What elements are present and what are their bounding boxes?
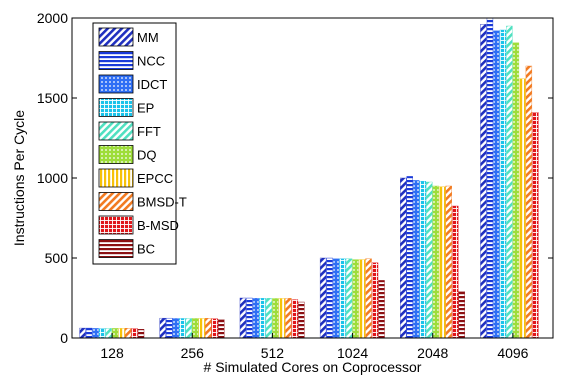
y-tick-label: 500 [45,250,69,266]
y-tick-label: 2000 [37,10,68,26]
legend-label-mm: MM [137,30,159,45]
bars-group [79,17,539,339]
bar-idct-4096 [493,30,500,339]
bar-ncc-128 [85,327,93,339]
bar-idct-1024 [332,258,340,339]
bar-ep-2048 [419,180,426,339]
legend-swatch-b-msd [98,215,134,235]
legend-label-b-msd: B-MSD [137,218,179,233]
bar-bc-512 [298,301,305,339]
y-axis: 0 500 1000 1500 2000 [37,10,553,346]
bar-bmsd-t-1024 [365,258,372,339]
bar-dq-2048 [432,185,439,339]
bar-idct-256 [172,318,179,339]
bar-b-msd-128 [131,328,138,339]
bar-mm-128 [79,327,86,339]
bar-bc-1024 [378,280,385,339]
legend-swatch-ep [98,98,134,117]
legend-label-dq: DQ [137,148,157,163]
bar-mm-2048 [400,177,407,339]
bar-bmsd-t-2048 [445,185,452,339]
bar-dq-512 [272,298,279,339]
bar-b-msd-512 [291,299,299,339]
x-tick-label: 1024 [337,345,368,361]
y-tick-label: 0 [60,330,68,346]
legend-label-bmsd-t: BMSD-T [137,195,187,210]
bar-fft-4096 [506,25,513,339]
bar-fft-1024 [345,258,353,339]
bar-mm-1024 [319,257,327,339]
legend-swatch-idct [98,74,134,94]
x-axis-label: # Simulated Cores on Coprocessor [204,359,422,375]
bar-ep-4096 [499,29,507,339]
bar-dq-4096 [512,42,520,339]
bar-b-msd-4096 [532,112,539,339]
bar-epcc-2048 [439,186,446,339]
legend-label-ep: EP [137,101,154,116]
bar-mm-256 [159,317,166,339]
y-tick-label: 1500 [37,90,68,106]
x-axis: 128 256 512 1024 2048 4096 [100,333,529,361]
bar-epcc-1024 [358,259,366,339]
bar-epcc-256 [198,318,205,339]
bar-idct-128 [92,328,99,339]
bar-bc-256 [218,319,225,339]
bar-idct-2048 [413,180,420,339]
bar-epcc-128 [118,328,125,339]
legend-label-ncc: NCC [137,54,165,69]
legend-swatch-fft [98,121,134,141]
legend-swatch-mm [98,27,134,47]
bar-ep-1024 [339,258,346,339]
legend-swatch-epcc [98,168,134,188]
y-tick-label: 1000 [37,170,68,186]
bar-dq-256 [192,318,199,339]
x-tick-label: 512 [261,345,285,361]
bar-idct-512 [252,298,260,339]
legend-swatch-ncc [98,51,134,70]
bar-bmsd-t-256 [205,318,212,339]
legend: MM NCC IDCT EP FFT DQ EPCC BMSD-T B-MSD BC [92,22,187,265]
bar-bmsd-t-512 [285,298,292,339]
legend-swatch-dq [98,145,134,164]
bar-dq-1024 [352,259,359,339]
bar-fft-512 [265,298,273,339]
legend-label-idct: IDCT [137,77,167,92]
bar-ep-128 [98,328,106,339]
legend-swatch-bmsd-t [98,192,134,211]
bar-mm-4096 [480,24,487,339]
bar-ncc-1024 [326,257,333,339]
bar-epcc-512 [278,298,286,339]
x-tick-label: 256 [181,345,205,361]
bar-dq-128 [111,328,119,339]
bar-b-msd-1024 [371,262,379,339]
bar-ncc-512 [246,297,253,339]
bar-b-msd-256 [211,318,218,339]
bar-ep-512 [259,298,266,339]
bar-fft-2048 [426,181,433,339]
x-tick-label: 128 [100,345,124,361]
x-tick-label: 4096 [497,345,528,361]
x-tick-label: 2048 [417,345,448,361]
bar-fft-128 [105,328,112,339]
legend-label-bc: BC [137,242,155,257]
bar-bmsd-t-4096 [525,65,533,339]
legend-label-epcc: EPCC [137,171,173,186]
bar-fft-256 [185,318,192,339]
bar-mm-512 [239,297,247,339]
bar-bc-128 [137,329,145,339]
legend-swatch-bc [98,239,134,258]
bar-b-msd-2048 [452,205,459,339]
bar-ep-256 [179,318,186,339]
bar-ncc-256 [166,317,173,339]
bar-ncc-2048 [406,176,413,339]
legend-label-fft: FFT [137,124,161,139]
bar-ncc-4096 [486,17,494,339]
bar-epcc-4096 [519,78,526,339]
y-axis-label: Instructions Per Cycle [11,110,27,246]
bar-bmsd-t-128 [124,328,132,339]
bar-bc-2048 [458,291,465,339]
